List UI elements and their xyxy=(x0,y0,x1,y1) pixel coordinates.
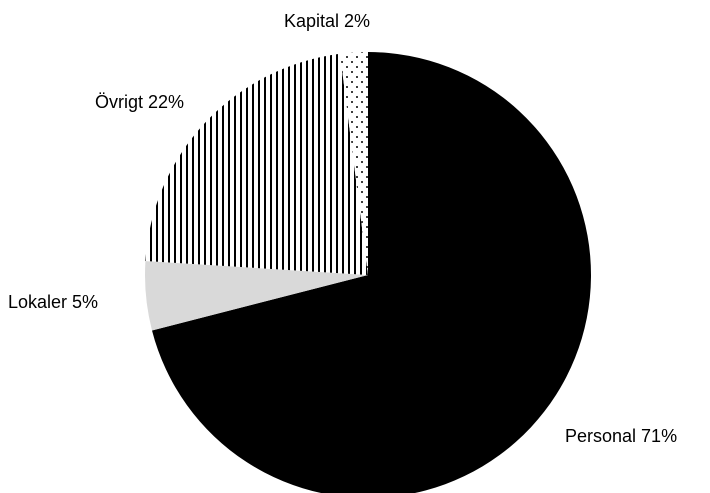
slice-label-name: Kapital xyxy=(284,11,339,31)
slice-label: Övrigt 22% xyxy=(95,92,184,112)
slice-label-value: 2% xyxy=(344,11,370,31)
slice-label-value: 71% xyxy=(641,426,677,446)
pie-slice xyxy=(340,52,368,275)
slice-label-value: 5% xyxy=(72,292,98,312)
pie-slice xyxy=(145,53,368,275)
slice-label: Lokaler 5% xyxy=(8,292,98,312)
pie-slice xyxy=(152,52,591,493)
slice-label: Kapital 2% xyxy=(284,11,370,31)
slice-label-name: Lokaler xyxy=(8,292,67,312)
slice-label-name: Övrigt xyxy=(95,92,143,112)
pie-slice xyxy=(144,260,368,331)
slice-label-name: Personal xyxy=(565,426,636,446)
slice-label: Personal 71% xyxy=(565,426,677,446)
slice-label-value: 22% xyxy=(148,92,184,112)
